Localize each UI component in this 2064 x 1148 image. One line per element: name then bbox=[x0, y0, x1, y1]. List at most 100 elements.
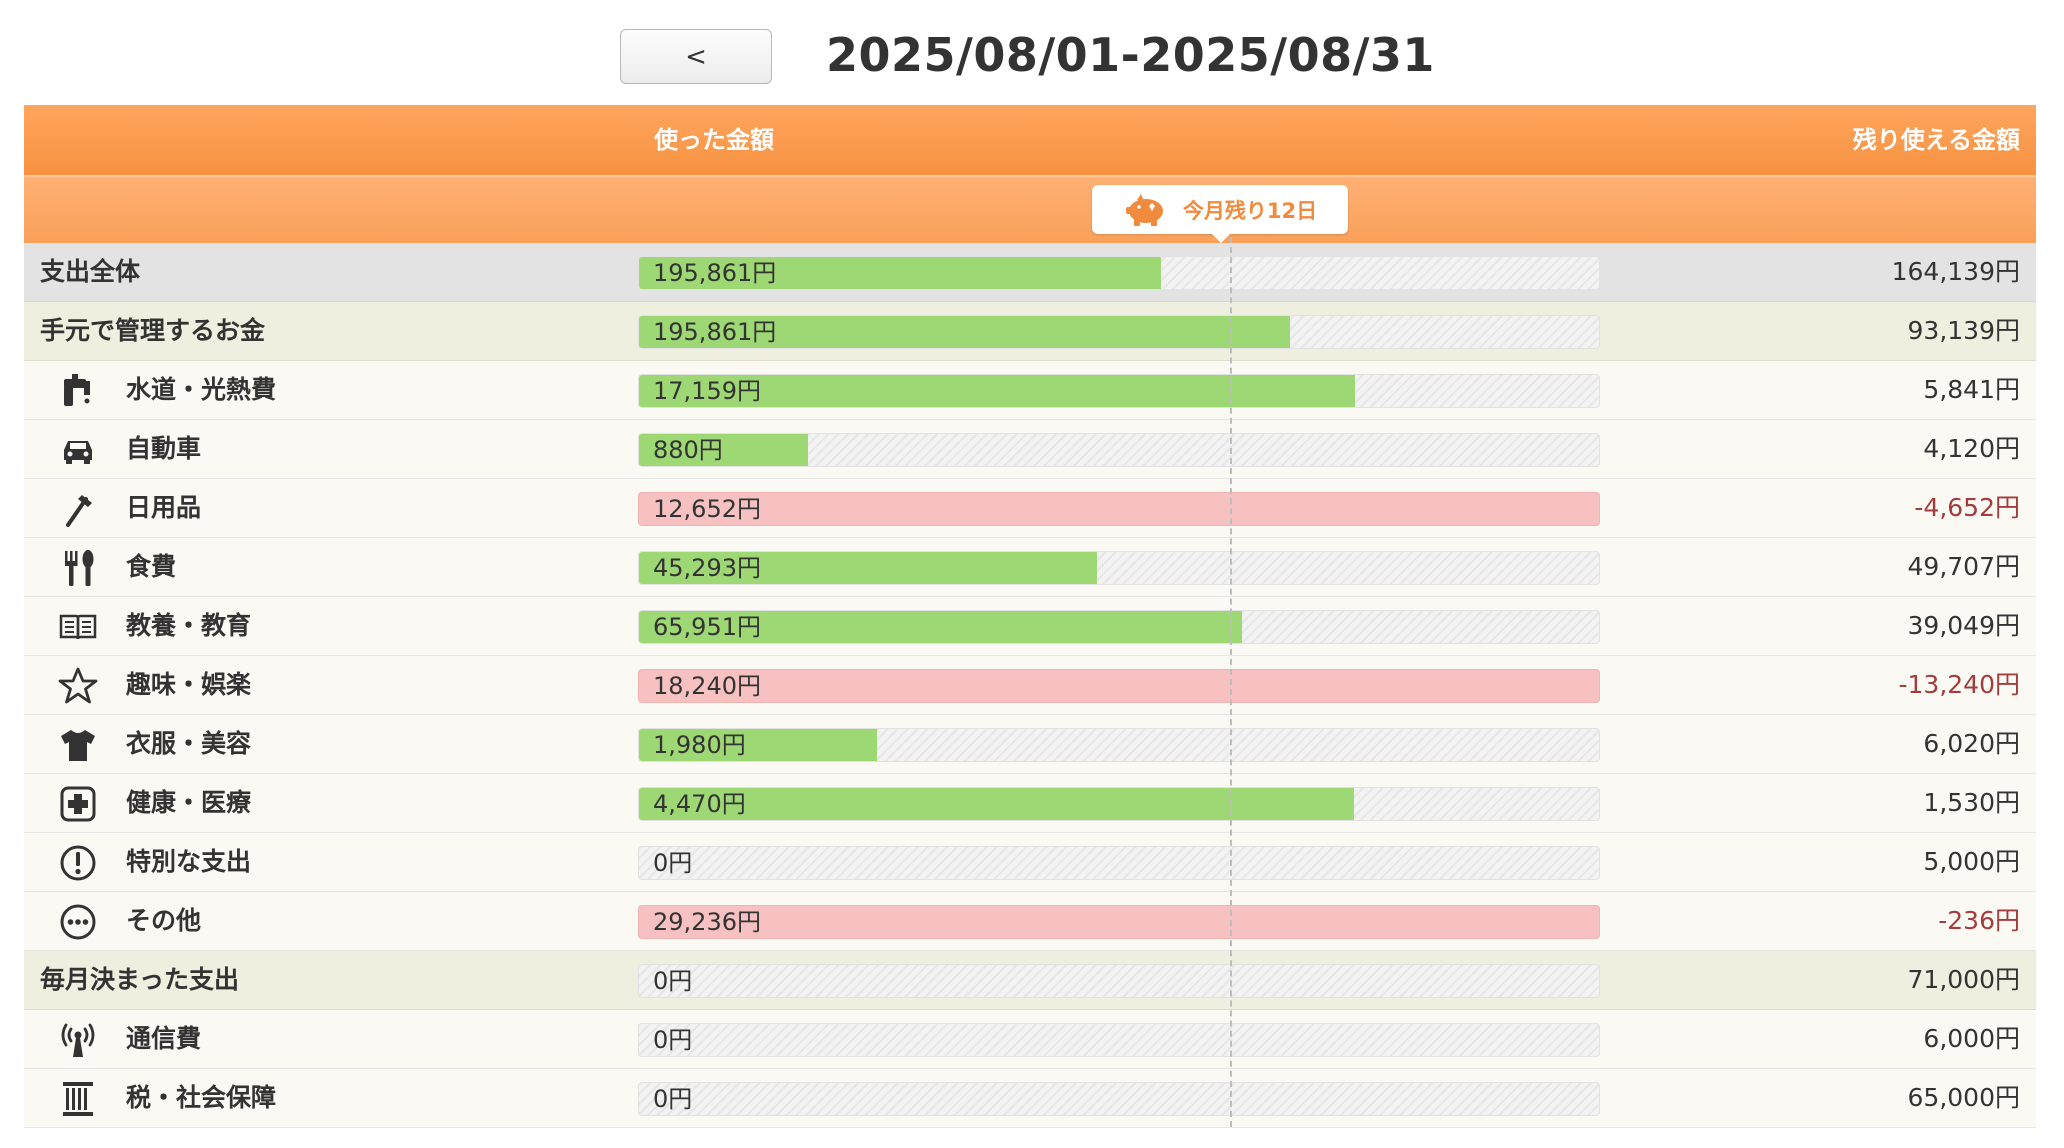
pillar-icon bbox=[58, 1079, 98, 1119]
used-amount: 195,861円 bbox=[653, 259, 777, 287]
today-marker-line bbox=[1230, 237, 1232, 1127]
piggy-bank-icon bbox=[1125, 193, 1163, 226]
category-label: 衣服・美容 bbox=[126, 729, 252, 758]
table-row[interactable]: 水道・光熱費 17,159円 5,841円 bbox=[24, 361, 2036, 420]
used-amount: 0円 bbox=[653, 967, 693, 995]
spending-progress-bar: 1,980円 bbox=[638, 728, 1600, 762]
spending-progress-bar: 29,236円 bbox=[638, 905, 1600, 939]
remaining-amount: 5,841円 bbox=[1923, 375, 2020, 404]
progress-fill bbox=[639, 257, 1162, 289]
used-amount: 195,861円 bbox=[653, 318, 777, 346]
category-label: 健康・医療 bbox=[126, 788, 252, 817]
table-row[interactable]: 衣服・美容 1,980円 6,020円 bbox=[24, 715, 2036, 774]
column-header-used: 使った金額 bbox=[654, 126, 774, 154]
remaining-amount: 65,000円 bbox=[1907, 1083, 2020, 1112]
table-row[interactable]: 教養・教育 65,951円 39,049円 bbox=[24, 597, 2036, 656]
more-dots-icon bbox=[58, 902, 98, 942]
used-amount: 880円 bbox=[653, 436, 723, 464]
used-amount: 18,240円 bbox=[653, 672, 761, 700]
progress-fill bbox=[639, 611, 1242, 643]
remaining-amount: -13,240円 bbox=[1898, 670, 2021, 699]
remaining-amount: 6,000円 bbox=[1923, 1024, 2020, 1053]
category-label: 日用品 bbox=[126, 493, 202, 522]
remaining-amount: 164,139円 bbox=[1891, 257, 2020, 286]
category-label: 自動車 bbox=[126, 434, 202, 463]
category-label: 水道・光熱費 bbox=[126, 375, 277, 404]
category-label: 教養・教育 bbox=[126, 611, 252, 640]
table-row[interactable]: 健康・医療 4,470円 1,530円 bbox=[24, 774, 2036, 833]
table-row[interactable]: 税・社会保障 0円 65,000円 bbox=[24, 1069, 2036, 1128]
top-bar: < 2025/08/01-2025/08/31 bbox=[0, 0, 2064, 105]
spending-progress-bar: 880円 bbox=[638, 433, 1600, 467]
progress-fill bbox=[639, 788, 1355, 820]
spending-progress-bar: 45,293円 bbox=[638, 551, 1600, 585]
remaining-amount: 71,000円 bbox=[1907, 965, 2020, 994]
budget-table: 使った金額 残り使える金額 今月残り12日 支出全体 195,861円 164,13… bbox=[24, 105, 2036, 1128]
antenna-icon bbox=[58, 1020, 98, 1060]
table-row[interactable]: 食費 45,293円 49,707円 bbox=[24, 538, 2036, 597]
category-label: 税・社会保障 bbox=[126, 1083, 277, 1112]
table-row[interactable]: 支出全体 195,861円 164,139円 bbox=[24, 243, 2036, 302]
table-row[interactable]: 通信費 0円 6,000円 bbox=[24, 1010, 2036, 1069]
table-row[interactable]: 毎月決まった支出 0円 71,000円 bbox=[24, 951, 2036, 1010]
remaining-amount: 93,139円 bbox=[1907, 316, 2020, 345]
category-label: 支出全体 bbox=[40, 257, 141, 286]
used-amount: 0円 bbox=[653, 1085, 693, 1113]
category-label: 特別な支出 bbox=[126, 847, 252, 876]
table-row[interactable]: 自動車 880円 4,120円 bbox=[24, 420, 2036, 479]
spending-progress-bar: 0円 bbox=[638, 1082, 1600, 1116]
faucet-icon bbox=[58, 371, 98, 411]
days-left-text: 今月残り12日 bbox=[1182, 198, 1318, 223]
used-amount: 45,293円 bbox=[653, 554, 761, 582]
table-header: 使った金額 残り使える金額 bbox=[24, 105, 2036, 175]
used-amount: 4,470円 bbox=[653, 790, 746, 818]
table-row[interactable]: 趣味・娯楽 18,240円 -13,240円 bbox=[24, 656, 2036, 715]
category-label: 通信費 bbox=[126, 1024, 202, 1053]
used-amount: 0円 bbox=[653, 849, 693, 877]
spending-progress-bar: 65,951円 bbox=[638, 610, 1600, 644]
used-amount: 12,652円 bbox=[653, 495, 761, 523]
car-icon bbox=[58, 430, 98, 470]
book-icon bbox=[58, 607, 98, 647]
progress-fill bbox=[639, 316, 1290, 348]
table-row[interactable]: 手元で管理するお金 195,861円 93,139円 bbox=[24, 302, 2036, 361]
used-amount: 29,236円 bbox=[653, 908, 761, 936]
category-label: 食費 bbox=[126, 552, 177, 581]
remaining-amount: -236円 bbox=[1938, 906, 2020, 935]
table-row[interactable]: 特別な支出 0円 5,000円 bbox=[24, 833, 2036, 892]
cutlery-icon bbox=[58, 548, 98, 588]
used-amount: 65,951円 bbox=[653, 613, 761, 641]
spending-progress-bar: 12,652円 bbox=[638, 492, 1600, 526]
spending-progress-bar: 0円 bbox=[638, 846, 1600, 880]
progress-fill bbox=[639, 375, 1356, 407]
days-left-badge: 今月残り12日 bbox=[1092, 185, 1348, 243]
used-amount: 17,159円 bbox=[653, 377, 761, 405]
category-label: 趣味・娯楽 bbox=[126, 670, 252, 699]
spending-progress-bar: 0円 bbox=[638, 1023, 1600, 1057]
spending-progress-bar: 18,240円 bbox=[638, 669, 1600, 703]
table-row[interactable]: その他 29,236円 -236円 bbox=[24, 892, 2036, 951]
progress-fill bbox=[639, 729, 878, 761]
table-subheader: 今月残り12日 bbox=[24, 175, 2036, 243]
star-icon bbox=[58, 666, 98, 706]
table-body: 支出全体 195,861円 164,139円手元で管理するお金 195,861円 93,… bbox=[24, 243, 2036, 1128]
column-header-remaining: 残り使える金額 bbox=[1852, 126, 2020, 154]
used-amount: 1,980円 bbox=[653, 731, 746, 759]
exclamation-icon bbox=[58, 843, 98, 883]
medical-cross-icon bbox=[58, 784, 98, 824]
previous-month-button[interactable]: < bbox=[620, 29, 772, 84]
progress-fill bbox=[639, 434, 808, 466]
spending-progress-bar: 17,159円 bbox=[638, 374, 1600, 408]
spending-progress-bar: 4,470円 bbox=[638, 787, 1600, 821]
remaining-amount: 49,707円 bbox=[1907, 552, 2020, 581]
shirt-icon bbox=[58, 725, 98, 765]
period-title: 2025/08/01-2025/08/31 bbox=[826, 28, 1435, 82]
category-label: 毎月決まった支出 bbox=[40, 965, 240, 994]
used-amount: 0円 bbox=[653, 1026, 693, 1054]
category-label: 手元で管理するお金 bbox=[40, 316, 266, 345]
table-row[interactable]: 日用品 12,652円 -4,652円 bbox=[24, 479, 2036, 538]
spending-progress-bar: 0円 bbox=[638, 964, 1600, 998]
spending-progress-bar: 195,861円 bbox=[638, 256, 1600, 290]
remaining-amount: 4,120円 bbox=[1923, 434, 2020, 463]
toothbrush-icon bbox=[58, 489, 98, 529]
